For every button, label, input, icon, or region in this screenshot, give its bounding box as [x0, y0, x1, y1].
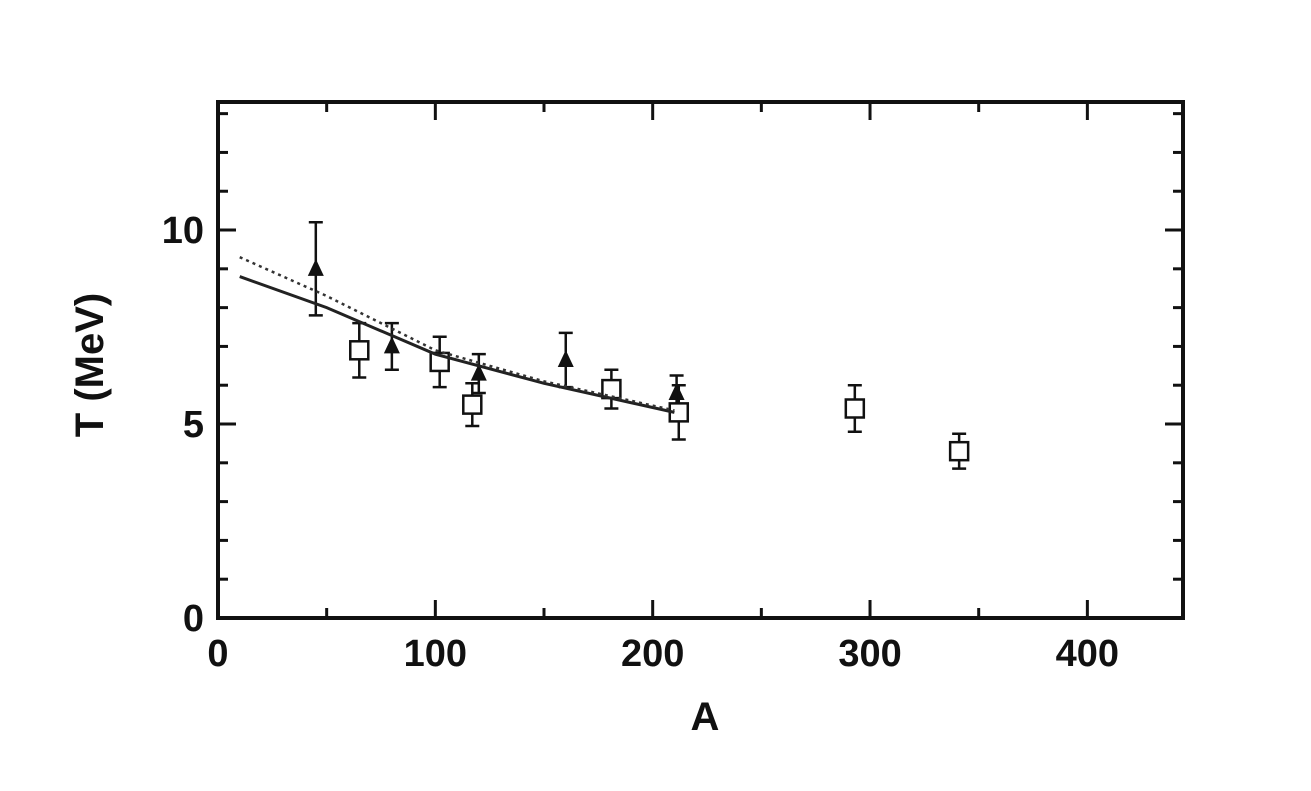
- triangle-marker: [470, 363, 487, 381]
- y-tick-label: 10: [162, 210, 204, 252]
- triangle-marker: [668, 382, 685, 400]
- fit-curve: [239, 275, 675, 414]
- x-tick-label: 200: [621, 633, 684, 675]
- triangle-marker: [383, 336, 400, 354]
- square-marker: [462, 394, 483, 415]
- x-tick-label: 100: [404, 633, 467, 675]
- square-marker: [844, 398, 866, 419]
- x-axis-label: A: [691, 695, 720, 739]
- y-axis-label: T (MeV): [68, 293, 112, 437]
- triangle-marker: [307, 258, 324, 276]
- x-tick-label: 300: [838, 633, 901, 675]
- x-tick-label: 0: [207, 633, 228, 675]
- x-tick-label: 400: [1056, 633, 1119, 675]
- square-marker: [349, 340, 370, 361]
- fit-curve: [239, 256, 675, 412]
- plot-frame: [216, 100, 1185, 620]
- y-tick-label: 0: [183, 598, 204, 640]
- y-tick-label: 5: [183, 404, 204, 446]
- triangle-marker: [557, 350, 574, 367]
- square-marker: [948, 440, 970, 462]
